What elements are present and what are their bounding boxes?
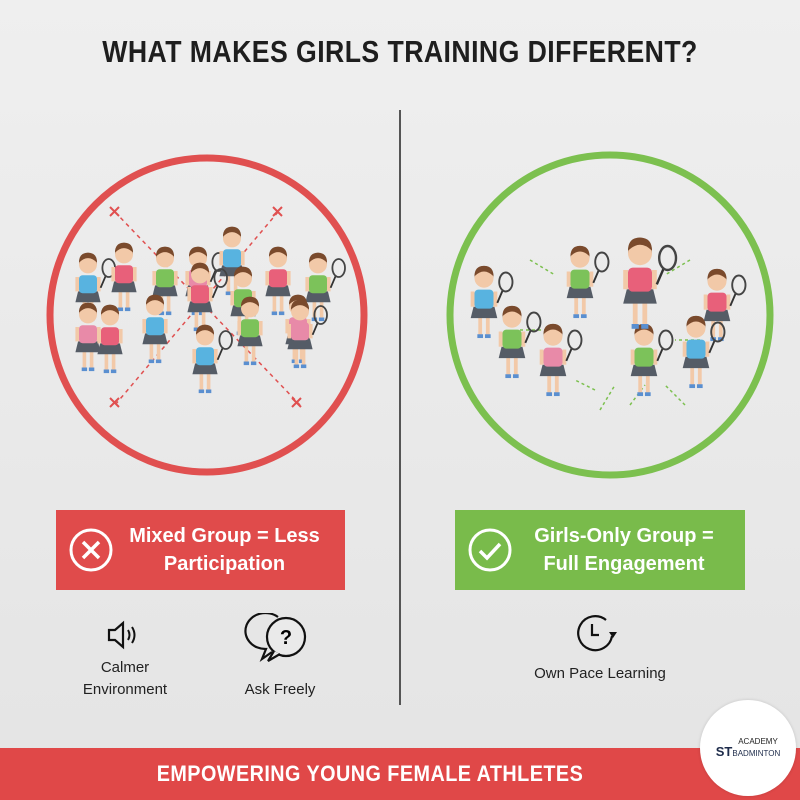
girl-figure bbox=[187, 262, 228, 332]
academy-logo: ACADEMY STBADMINTON bbox=[700, 700, 796, 796]
bottom-banner: EMPOWERING YOUNG FEMALE ATHLETES bbox=[0, 748, 800, 800]
x-circle-icon bbox=[69, 528, 113, 572]
mixed-group-badge: Mixed Group = Less Participation bbox=[56, 510, 345, 590]
mixed-group-illustration bbox=[46, 154, 368, 476]
green-ring bbox=[446, 151, 774, 479]
girl-figure bbox=[152, 246, 178, 316]
girl-figure bbox=[111, 242, 137, 312]
girls-only-illustration bbox=[446, 151, 774, 479]
girl-figure bbox=[237, 296, 263, 366]
x-marks bbox=[109, 206, 302, 408]
badge-line1: Mixed Group = Less bbox=[129, 525, 320, 547]
girl-figure bbox=[566, 245, 610, 319]
badge-line1: Girls-Only Group = bbox=[534, 525, 714, 547]
girl-figure bbox=[287, 299, 328, 369]
divider bbox=[399, 110, 401, 705]
logo-text: ST bbox=[715, 743, 733, 759]
girl-figure bbox=[703, 268, 747, 342]
focus-arrows bbox=[520, 259, 700, 411]
speaker-icon bbox=[107, 620, 136, 650]
banner-text: EMPOWERING YOUNG FEMALE ATHLETES bbox=[156, 761, 584, 786]
cross-lines bbox=[114, 211, 301, 406]
question-chat-icon: ? bbox=[244, 613, 307, 663]
girl-figure bbox=[75, 252, 116, 322]
girl-figure bbox=[630, 323, 674, 397]
girl-figure bbox=[470, 265, 514, 339]
feature-label: Calmer bbox=[100, 659, 150, 676]
girls-only-badge: Girls-Only Group = Full Engagement bbox=[455, 510, 745, 590]
feature-ask-freely: Ask Freely bbox=[244, 681, 316, 698]
feature-own-pace-learning: Own Pace Learning bbox=[534, 665, 666, 682]
girl-figure bbox=[192, 324, 233, 394]
badge-line2: Participation bbox=[163, 553, 286, 575]
girl-figure bbox=[682, 315, 726, 389]
page-title: WHAT MAKES GIRLS TRAINING DIFFERENT? bbox=[102, 34, 698, 69]
girl-figure bbox=[498, 305, 542, 379]
logo-text: ACADEMY bbox=[738, 736, 778, 746]
girl-figure bbox=[539, 323, 583, 397]
girl-figure bbox=[305, 252, 346, 322]
badge-line2: Full Engagement bbox=[543, 553, 705, 575]
feature-calmer-environment: Calmer Environment bbox=[60, 657, 190, 701]
logo-text: BADMINTON bbox=[732, 748, 781, 758]
clock-refresh-icon bbox=[577, 615, 617, 652]
svg-text:?: ? bbox=[280, 627, 292, 649]
girl-figure bbox=[623, 237, 678, 329]
check-circle-icon bbox=[468, 528, 512, 572]
illustrations bbox=[46, 151, 774, 479]
girl-figure bbox=[265, 246, 291, 316]
red-ring bbox=[46, 154, 368, 476]
girl-figure bbox=[97, 304, 123, 374]
girl-figure bbox=[142, 294, 168, 364]
girl-figure bbox=[219, 226, 245, 296]
feature-label: Environment bbox=[82, 681, 168, 698]
girl-figure bbox=[75, 302, 101, 372]
